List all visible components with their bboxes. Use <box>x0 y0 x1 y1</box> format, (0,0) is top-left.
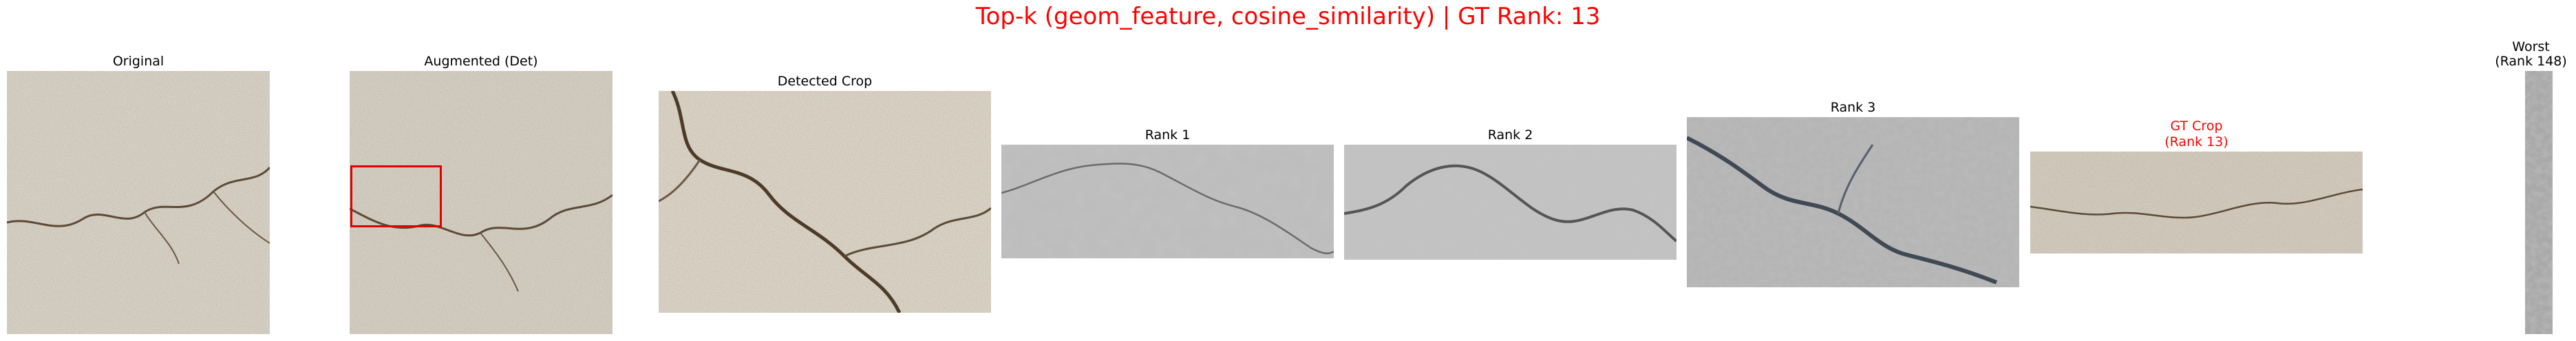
figure-title: Top-k (geom_feature, cosine_similarity) … <box>975 3 1601 30</box>
panel-gt-crop-label-line1: GT Crop <box>2170 118 2223 134</box>
gt-crop-image <box>2030 152 2363 254</box>
panel-worst-label-line2: (Rank 148) <box>2495 54 2567 69</box>
panel-worst-label-line1: Worst <box>2512 39 2550 54</box>
panel-gt-crop-label-line2: (Rank 13) <box>2164 134 2228 149</box>
worst-image <box>2525 71 2553 334</box>
rank1-image <box>1001 145 1334 258</box>
original-image <box>7 71 270 334</box>
panel-rank3-label: Rank 3 <box>1830 100 1876 115</box>
panel-rank1-label: Rank 1 <box>1145 127 1191 143</box>
detected-crop-image <box>659 91 991 313</box>
rank2-image <box>1344 145 1676 260</box>
panel-rank2-label: Rank 2 <box>1487 127 1533 143</box>
detection-box <box>350 165 442 227</box>
panel-detected-crop-label: Detected Crop <box>777 74 873 89</box>
rank3-image <box>1687 117 2019 287</box>
panel-original-label: Original <box>112 54 164 69</box>
panel-augmented-label: Augmented (Det) <box>424 54 538 69</box>
